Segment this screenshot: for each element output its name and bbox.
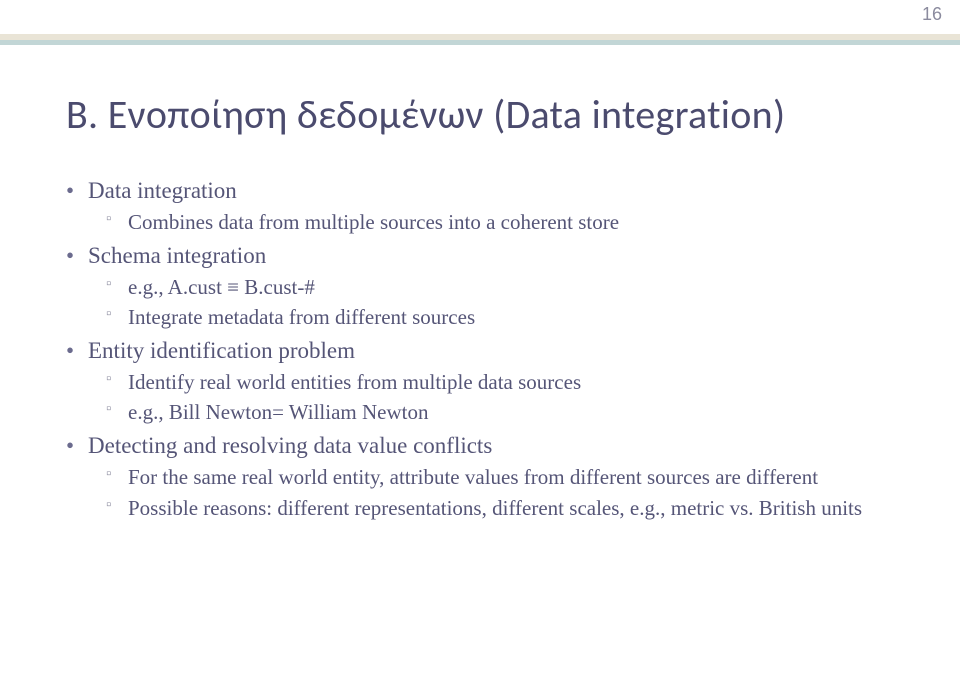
bullet-schema-integration: Schema integration e.g., A.cust ≡ B.cust… — [66, 241, 900, 332]
bullet-entity-identification: Entity identification problem Identify r… — [66, 336, 900, 427]
sub-bullet: Integrate metadata from different source… — [106, 303, 900, 331]
sub-bullet: Combines data from multiple sources into… — [106, 208, 900, 236]
sub-bullet: e.g., Bill Newton= William Newton — [106, 398, 900, 426]
accent-rule-bottom — [0, 40, 960, 45]
bullet-label: Detecting and resolving data value confl… — [88, 433, 492, 458]
sub-bullet: For the same real world entity, attribut… — [106, 463, 900, 491]
bullet-label: Schema integration — [88, 243, 266, 268]
sub-bullet: Identify real world entities from multip… — [106, 368, 900, 396]
bullet-label: Data integration — [88, 178, 237, 203]
content-body: Data integration Combines data from mult… — [66, 176, 900, 526]
bullet-data-conflicts: Detecting and resolving data value confl… — [66, 431, 900, 522]
bullet-label: Entity identification problem — [88, 338, 355, 363]
slide-number: 16 — [922, 4, 942, 25]
sub-bullet: e.g., A.cust ≡ B.cust-# — [106, 273, 900, 301]
slide-title: B. Ενοποίηση δεδομένων (Data integration… — [66, 90, 785, 139]
sub-bullet: Possible reasons: different representati… — [106, 494, 900, 522]
bullet-data-integration: Data integration Combines data from mult… — [66, 176, 900, 237]
